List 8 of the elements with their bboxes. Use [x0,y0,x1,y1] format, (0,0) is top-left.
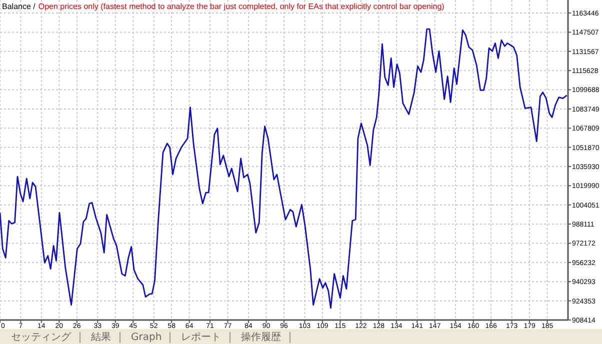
text: 結果 [90,332,111,343]
chart-title: Balance / [2,2,36,11]
text: セッティング [11,332,72,343]
text: 操作履歴 [241,331,281,343]
line-series [0,28,568,309]
chart-subtitle: Open prices only (fastest method to analyze the bar just completed, only for EAs that explicitly control bar opening) [38,2,445,11]
text: レポート [181,332,221,343]
text: Graph [131,332,162,343]
